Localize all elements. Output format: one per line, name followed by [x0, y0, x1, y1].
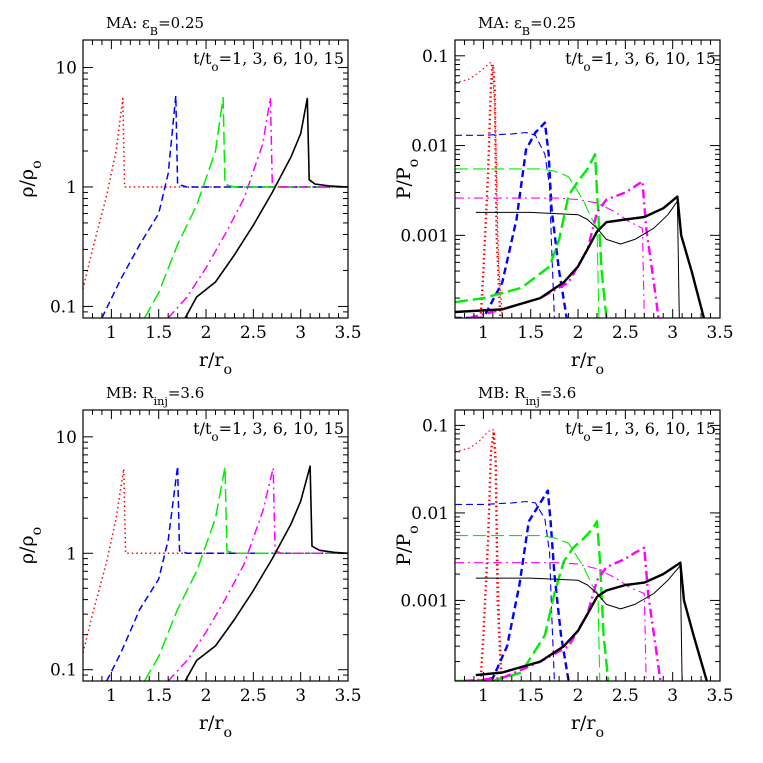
x-axis-label: r/ro: [199, 712, 232, 741]
series-line-2: [101, 95, 348, 318]
x-tick-label: 2.5: [612, 686, 639, 706]
series-line-5: [184, 97, 348, 318]
x-tick-label: 1: [106, 323, 117, 343]
y-tick-label: 0.1: [50, 661, 77, 681]
x-tick-label: 2: [201, 686, 212, 706]
x-axis-label: r/ro: [199, 349, 232, 378]
y-tick-label: 0.1: [422, 47, 449, 67]
y-axis-label: P/Po: [393, 159, 422, 200]
x-tick-label: 3.5: [706, 323, 733, 343]
y-tick-label: 10: [55, 428, 77, 448]
series-line-3: [455, 500, 555, 681]
series-line-4: [167, 96, 348, 318]
series-line-5: [184, 465, 348, 681]
series-group: [83, 465, 348, 681]
panel-title: MB: Rinj=3.6: [106, 384, 204, 408]
series-line-9: [475, 200, 680, 318]
x-tick-label: 2: [573, 323, 584, 343]
series-line-6: [455, 153, 608, 318]
y-tick-label: 0.1: [422, 416, 449, 436]
x-tick-label: 1: [106, 686, 117, 706]
plot-frame: [82, 409, 349, 682]
series-line-10: [475, 561, 708, 681]
series-line-6: [455, 520, 610, 681]
series-group: [83, 95, 348, 318]
x-tick-label: 3: [667, 686, 678, 706]
x-axis-label: r/ro: [571, 349, 604, 378]
series-line-10: [455, 195, 706, 318]
y-axis-label: P/Po: [393, 525, 422, 566]
x-axis-label: r/ro: [571, 712, 604, 741]
series-line-9: [475, 565, 683, 681]
time-label: t/to=1, 3, 6, 10, 15: [565, 49, 716, 74]
panel-title: MA: εB=0.25: [106, 14, 204, 38]
series-line-4: [167, 467, 348, 681]
series-group: [455, 61, 706, 318]
series-line-2: [106, 465, 348, 681]
y-tick-label: 1: [66, 544, 77, 564]
series-group: [455, 428, 708, 681]
time-label: t/to=1, 3, 6, 10, 15: [193, 419, 344, 444]
series-line-3: [143, 96, 348, 318]
x-tick-label: 3: [667, 323, 678, 343]
series-line-5: [455, 168, 600, 318]
x-tick-label: 2: [573, 686, 584, 706]
x-tick-label: 1.5: [517, 323, 544, 343]
y-axis-label: ρ/ρo: [16, 527, 45, 564]
panel-3: 1 1.5 2 2.5 3 3.5 0.1 1 10 MB: Rinj=3.6 t/to=1, 3,…: [16, 384, 362, 741]
y-tick-label: 10: [55, 59, 77, 79]
series-line-7: [455, 197, 645, 318]
plot-frame: [454, 409, 721, 682]
y-tick-label: 0.01: [411, 504, 449, 524]
x-tick-label: 3.5: [334, 323, 361, 343]
y-axis-label: ρ/ρo: [16, 160, 45, 197]
series-line-2: [479, 430, 503, 681]
x-tick-label: 2.5: [612, 323, 639, 343]
time-label: t/to=1, 3, 6, 10, 15: [565, 419, 716, 444]
x-tick-label: 2: [201, 323, 212, 343]
series-line-7: [455, 562, 647, 681]
panel-title: MA: εB=0.25: [478, 14, 576, 38]
series-line-1: [455, 61, 503, 318]
panel-1: 1 1.5 2 2.5 3 3.5 0.1 1 10 MA: εB=0.25 t/to=1, 3, …: [16, 14, 362, 378]
series-line-1: [83, 468, 348, 653]
x-tick-label: 1.5: [145, 323, 172, 343]
y-tick-label: 0.01: [411, 137, 449, 157]
series-line-3: [143, 466, 348, 681]
series-line-5: [455, 535, 601, 681]
series-line-3: [455, 131, 555, 318]
x-tick-label: 1: [478, 686, 489, 706]
panel-title: MB: Rinj=3.6: [478, 384, 576, 408]
y-tick-label: 1: [66, 178, 77, 198]
x-tick-label: 2.5: [240, 686, 267, 706]
x-tick-label: 3: [295, 323, 306, 343]
x-tick-label: 2.5: [240, 323, 267, 343]
series-line-1: [455, 428, 503, 681]
series-line-4: [478, 489, 570, 681]
series-line-2: [479, 63, 502, 318]
series-line-1: [83, 97, 348, 290]
series-line-4: [455, 121, 568, 318]
x-tick-label: 3.5: [706, 686, 733, 706]
x-tick-label: 3.5: [334, 686, 361, 706]
x-tick-label: 1.5: [517, 686, 544, 706]
x-tick-label: 3: [295, 686, 306, 706]
time-label: t/to=1, 3, 6, 10, 15: [193, 49, 344, 74]
x-tick-label: 1.5: [145, 686, 172, 706]
series-line-8: [468, 180, 660, 318]
x-tick-label: 1: [478, 323, 489, 343]
y-tick-label: 0.001: [400, 591, 449, 611]
panel-4: 1 1.5 2 2.5 3 3.5 0.001 0.01 0.1 MB: Rinj=3.6 t/to…: [393, 384, 734, 741]
y-tick-label: 0.1: [50, 297, 77, 317]
panel-2: 1 1.5 2 2.5 3 3.5 0.001 0.01 0.1 MA: εB=0.25 t/to=…: [393, 14, 734, 378]
y-tick-label: 0.001: [400, 226, 449, 246]
